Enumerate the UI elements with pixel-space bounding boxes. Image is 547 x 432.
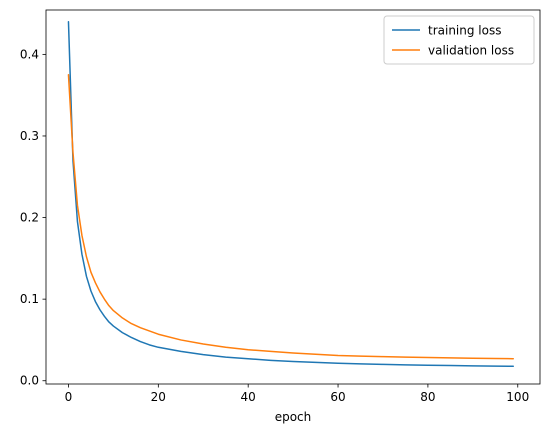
y-tick-label: 0.1 [20,292,39,306]
x-tick-label: 60 [330,390,345,404]
legend-label-0: training loss [428,24,501,38]
x-tick-label: 20 [151,390,166,404]
legend-frame [383,15,535,65]
x-tick-label: 40 [241,390,256,404]
series-layer [67,21,515,368]
legend-label-1: validation loss [428,44,514,58]
legend: training loss validation loss [383,15,535,65]
series-line-0 [67,21,515,368]
y-tick-label: 0.0 [20,374,39,388]
x-tick-label: 80 [420,390,435,404]
x-tick-label: 100 [506,390,529,404]
x-tick-label: 0 [65,390,73,404]
y-tick-label: 0.2 [20,211,39,225]
plot-area [46,10,540,384]
series-line-1 [67,74,515,360]
x-axis: 0 20 40 60 80 100 [65,384,529,404]
plot-frame [45,9,541,385]
y-axis: 0.0 0.1 0.2 0.3 0.4 [20,47,46,388]
x-axis-label: epoch [275,410,312,424]
y-tick-label: 0.4 [20,47,39,61]
y-tick-label: 0.3 [20,129,39,143]
